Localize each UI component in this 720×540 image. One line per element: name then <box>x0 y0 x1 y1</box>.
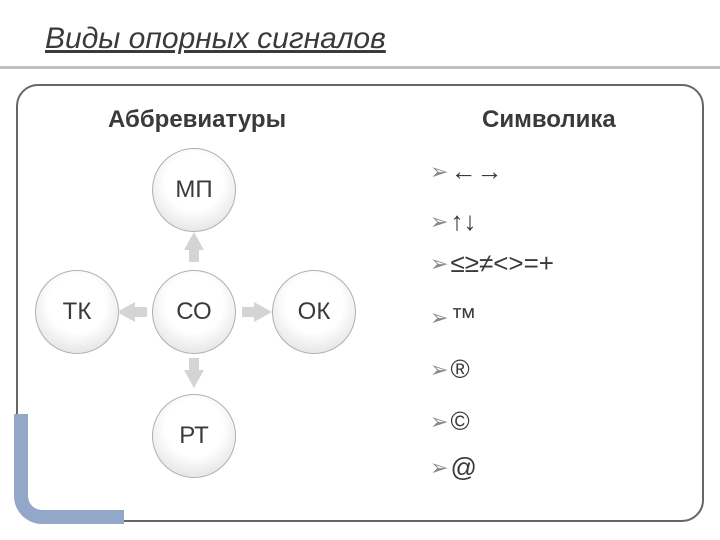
node-label: СО <box>176 298 211 326</box>
bullet-icon: ➢ <box>430 357 448 383</box>
node-label: ОК <box>298 298 331 326</box>
bullet-icon: ➢ <box>430 305 448 331</box>
node-right: ОК <box>272 270 356 354</box>
bullet-icon: ➢ <box>430 251 448 277</box>
node-left: ТК <box>35 270 119 354</box>
bullet-row-5: ➢© <box>430 406 470 437</box>
bullet-text: ™ <box>450 302 476 333</box>
bullet-icon: ➢ <box>430 455 448 481</box>
bullet-text: ←→ <box>450 156 502 187</box>
arrow-up-icon <box>184 232 204 250</box>
bullet-row-6: ➢@ <box>430 452 477 483</box>
node-top: МП <box>152 148 236 232</box>
title-underline-bar <box>0 66 720 69</box>
bullet-icon: ➢ <box>430 209 448 235</box>
bullet-icon: ➢ <box>430 159 448 185</box>
bullet-text: © <box>450 406 469 437</box>
arrow-left-icon <box>117 302 135 322</box>
left-column-header: Аббревиатуры <box>108 106 286 134</box>
arrow-down-icon <box>184 370 204 388</box>
corner-accent <box>14 414 124 524</box>
bullet-icon: ➢ <box>430 409 448 435</box>
page-title: Виды опорных сигналов <box>45 22 386 56</box>
bullet-row-1: ➢↑↓ <box>430 206 476 237</box>
bullet-row-3: ➢™ <box>430 302 476 333</box>
bullet-text: ↑↓ <box>450 206 476 237</box>
right-column-header: Символика <box>482 106 616 134</box>
arrow-right-icon <box>254 302 272 322</box>
bullet-text: ® <box>450 354 469 385</box>
node-label: ТК <box>63 298 92 326</box>
bullet-row-2: ➢≤≥≠<>=+ <box>430 248 554 279</box>
node-label: РТ <box>179 422 209 450</box>
bullet-text: @ <box>450 452 476 483</box>
node-bottom: РТ <box>152 394 236 478</box>
node-label: МП <box>175 176 212 204</box>
bullet-row-4: ➢® <box>430 354 470 385</box>
node-center: СО <box>152 270 236 354</box>
bullet-row-0: ➢←→ <box>430 156 502 187</box>
bullet-text: ≤≥≠<>=+ <box>450 248 554 279</box>
